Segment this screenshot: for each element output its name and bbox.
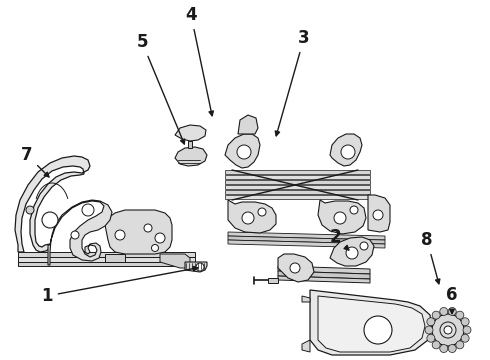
Circle shape [425, 326, 433, 334]
Circle shape [26, 206, 34, 214]
Circle shape [258, 208, 266, 216]
Polygon shape [318, 200, 366, 234]
Circle shape [155, 233, 165, 243]
Polygon shape [48, 200, 112, 265]
Polygon shape [228, 232, 385, 240]
Polygon shape [105, 254, 125, 262]
Circle shape [334, 212, 346, 224]
Polygon shape [160, 254, 190, 268]
Circle shape [151, 244, 158, 252]
Polygon shape [228, 240, 385, 248]
Circle shape [373, 210, 383, 220]
Polygon shape [225, 175, 370, 179]
Text: 4: 4 [185, 6, 213, 116]
Circle shape [350, 206, 358, 214]
Circle shape [115, 230, 125, 240]
Polygon shape [330, 237, 374, 266]
Polygon shape [302, 296, 310, 302]
Polygon shape [278, 276, 370, 283]
Circle shape [360, 242, 368, 250]
Polygon shape [18, 257, 195, 262]
Circle shape [444, 326, 452, 334]
Circle shape [427, 318, 435, 326]
Polygon shape [368, 195, 390, 232]
Circle shape [440, 307, 448, 315]
Polygon shape [228, 200, 276, 233]
Circle shape [440, 322, 456, 338]
Circle shape [290, 263, 300, 273]
Polygon shape [225, 190, 370, 194]
Circle shape [461, 318, 469, 326]
Circle shape [82, 204, 94, 216]
Polygon shape [185, 262, 207, 272]
Circle shape [42, 212, 58, 228]
Polygon shape [268, 278, 278, 283]
Polygon shape [18, 262, 195, 266]
Circle shape [432, 311, 440, 319]
Circle shape [432, 341, 440, 349]
Polygon shape [330, 134, 362, 166]
Text: 2: 2 [329, 228, 349, 250]
Circle shape [237, 145, 251, 159]
Polygon shape [15, 156, 90, 252]
Text: 8: 8 [421, 231, 440, 284]
Circle shape [463, 326, 471, 334]
Circle shape [71, 231, 79, 239]
Text: 6: 6 [446, 286, 458, 314]
Polygon shape [18, 252, 195, 257]
Circle shape [144, 224, 152, 232]
Circle shape [364, 316, 392, 344]
Polygon shape [175, 147, 207, 166]
Polygon shape [225, 180, 370, 184]
Circle shape [456, 311, 464, 319]
Polygon shape [105, 210, 172, 254]
Polygon shape [278, 254, 314, 282]
Polygon shape [238, 115, 258, 134]
Polygon shape [175, 125, 206, 141]
Circle shape [196, 263, 204, 271]
Circle shape [448, 345, 456, 352]
Polygon shape [310, 290, 432, 355]
Circle shape [242, 212, 254, 224]
Text: 7: 7 [21, 146, 49, 177]
Circle shape [341, 145, 355, 159]
Polygon shape [318, 296, 425, 352]
Circle shape [346, 247, 358, 259]
Polygon shape [225, 185, 370, 189]
Circle shape [456, 341, 464, 349]
Circle shape [461, 334, 469, 342]
Text: 3: 3 [275, 29, 310, 136]
Polygon shape [225, 170, 370, 174]
Polygon shape [188, 141, 192, 148]
Circle shape [432, 314, 464, 346]
Text: 1: 1 [41, 266, 198, 305]
Circle shape [440, 345, 448, 352]
Polygon shape [278, 271, 370, 279]
Polygon shape [228, 236, 385, 244]
Circle shape [448, 307, 456, 315]
Polygon shape [302, 340, 310, 352]
Polygon shape [278, 266, 370, 274]
Circle shape [427, 334, 435, 342]
Polygon shape [225, 195, 370, 199]
Polygon shape [225, 134, 260, 168]
Text: 5: 5 [136, 33, 185, 144]
